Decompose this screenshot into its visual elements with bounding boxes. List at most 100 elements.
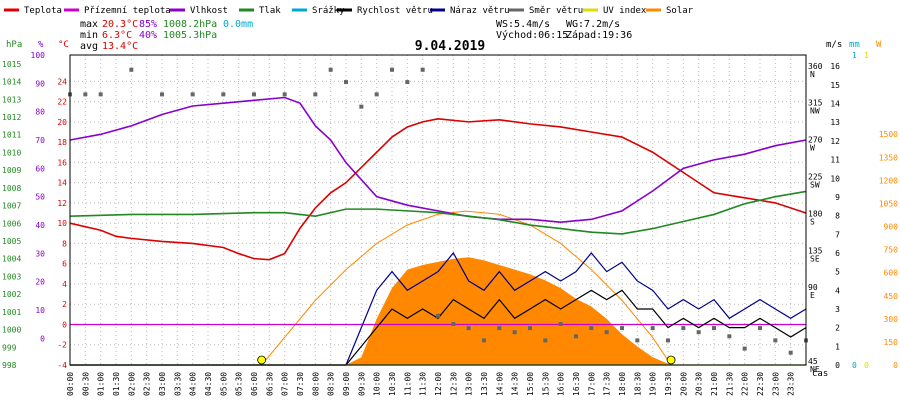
tick-x-39: 19:30	[664, 372, 673, 396]
wind-dir-point-7	[252, 92, 256, 97]
wind-ws: WS:5.4m/s	[496, 19, 550, 30]
wind-dir-point-6	[221, 92, 226, 97]
wind-dir-point-40	[788, 350, 793, 355]
tick-x-31: 15:30	[541, 372, 550, 396]
tick-x-3: 01:30	[112, 372, 121, 396]
tick-temp-0: -4	[57, 361, 67, 370]
tick-x-28: 14:00	[495, 372, 504, 396]
tick-dir-0: 45	[808, 357, 818, 366]
tick-hum-0: 0	[40, 334, 45, 343]
legend-label-1: Přízemní teplota	[84, 6, 171, 16]
tick-temp-10: 16	[57, 158, 67, 167]
wind-dir-point-37	[742, 346, 747, 351]
tick-temp-8: 12	[57, 199, 67, 208]
wind-dir-point-17	[436, 313, 440, 318]
tick-solar-5: 750	[884, 246, 899, 255]
stat-max-hum: 85%	[139, 19, 157, 30]
unit-mm: mm	[849, 40, 860, 50]
stats-block: max 20.3°C 85% 1008.2hPa 0.0mm min 6.3°C…	[80, 19, 253, 52]
tick-x-10: 05:00	[219, 372, 228, 396]
tick-dir-3: 180	[808, 209, 823, 218]
tick-x-14: 07:00	[281, 372, 290, 396]
tick-x-27: 13:30	[480, 372, 489, 396]
tick-press-9: 1007	[2, 202, 21, 211]
unit-pct: %	[38, 40, 44, 50]
wind-dir-point-32	[666, 338, 670, 343]
tick-x-2: 01:00	[97, 372, 106, 396]
wind-dir-point-10	[328, 67, 333, 72]
tick-x-42: 21:00	[710, 372, 719, 396]
wind-dir-point-20	[482, 338, 486, 343]
tick-wind-0: 0	[835, 361, 840, 370]
tick-hum-10: 100	[31, 51, 46, 60]
legend-label-3: Tlak	[259, 6, 281, 16]
tick-press-3: 1001	[2, 308, 21, 317]
legend-label-9: Solar	[666, 6, 694, 16]
tick-x-47: 23:30	[787, 372, 796, 396]
tick-solar-1: 150	[884, 338, 899, 347]
tick-wind-15: 15	[830, 81, 840, 90]
tick-wind-13: 13	[830, 118, 840, 127]
tick-x-35: 17:30	[603, 372, 612, 396]
plot-frame	[69, 54, 807, 366]
series-line-0	[69, 118, 807, 261]
tick-dir-6: 315	[808, 99, 823, 108]
stat-min-temp: 6.3°C	[102, 30, 132, 41]
tick-x-37: 18:30	[633, 372, 642, 396]
marker-sunrise	[257, 355, 267, 365]
stat-avg-label: avg	[80, 41, 98, 52]
tick-x-26: 13:00	[465, 372, 474, 396]
stat-max-press: 1008.2hPa	[163, 19, 217, 30]
wind-dir-point-27	[589, 326, 594, 331]
wind-dir-point-4	[160, 92, 164, 97]
tick-x-12: 06:00	[250, 372, 259, 396]
legend: Teplota Přízemní teplota Vlhkost Tlak Srážky…	[4, 6, 694, 16]
tick-x-5: 02:30	[143, 372, 152, 396]
tick-x-21: 10:30	[388, 372, 397, 396]
tick-x-4: 02:00	[127, 372, 136, 396]
legend-label-2: Vlhkost	[190, 6, 228, 16]
tick-rain-1: 1	[852, 51, 857, 60]
tick-x-11: 05:30	[235, 372, 244, 396]
tick-x-38: 19:00	[649, 372, 658, 396]
tick-x-30: 15:00	[526, 372, 535, 396]
tick-rain-0: 0	[852, 361, 857, 370]
tick-press-10: 1008	[2, 184, 21, 193]
wind-dir-point-34	[696, 330, 701, 335]
stat-max-label: max	[80, 19, 98, 30]
tick-x-0: 00:00	[66, 372, 75, 396]
legend-label-6: Náraz větru	[450, 6, 510, 16]
wind-dir-point-12	[359, 104, 364, 109]
tick-uv-1: 1	[864, 51, 869, 60]
wind-dir-point-28	[604, 330, 609, 335]
wind-dir-point-33	[681, 326, 686, 331]
wind-dir-point-22	[512, 330, 517, 335]
wind-dir-point-16	[420, 67, 425, 72]
tick-hum-7: 70	[35, 136, 45, 145]
tick-solar-7: 1050	[879, 199, 898, 208]
wind-dir-point-26	[574, 334, 578, 339]
tick-dir-name-1: E	[810, 291, 815, 300]
tick-temp-5: 6	[62, 260, 67, 269]
axes: 9989991000100110021003100410051006100710…	[2, 51, 898, 396]
tick-press-12: 1010	[2, 148, 21, 157]
tick-x-36: 18:00	[618, 372, 627, 396]
tick-dir-name-6: NW	[810, 107, 820, 116]
tick-temp-9: 14	[57, 179, 67, 188]
series-line-5	[70, 289, 807, 366]
tick-wind-7: 7	[835, 230, 840, 239]
wind-dir-point-15	[405, 80, 410, 85]
tick-x-25: 12:30	[449, 372, 458, 396]
tick-x-7: 03:30	[173, 372, 182, 396]
tick-solar-0: 0	[893, 361, 898, 370]
wind-dir-point-24	[543, 338, 548, 343]
tick-hum-5: 50	[35, 193, 45, 202]
tick-x-33: 16:30	[572, 372, 581, 396]
tick-temp-11: 18	[57, 138, 67, 147]
tick-temp-13: 22	[57, 98, 67, 107]
tick-x-34: 17:00	[587, 372, 596, 396]
tick-x-8: 04:00	[189, 372, 198, 396]
tick-x-43: 21:30	[725, 372, 734, 396]
solar-layer	[70, 210, 806, 366]
